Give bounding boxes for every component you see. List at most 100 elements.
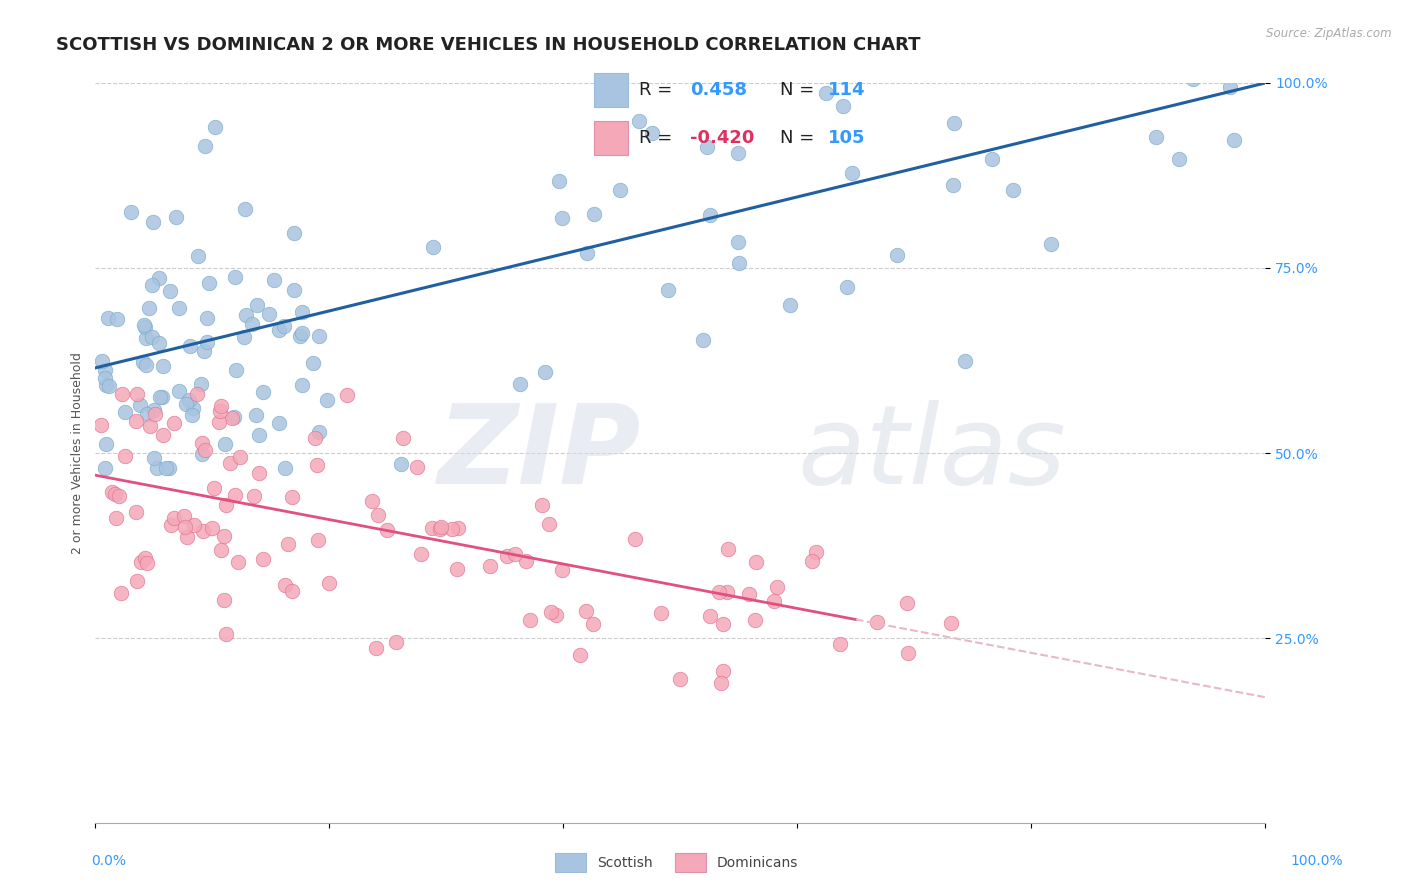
Point [111,386,134,401]
Point [273,318,295,333]
Point [841,166,863,180]
Point [308,425,330,439]
Point [134,551,156,566]
Point [138,301,160,316]
Point [1039,236,1062,251]
Point [430,520,453,534]
Point [503,548,526,562]
Point [247,467,270,481]
Point [837,280,859,294]
Point [336,388,359,402]
Point [114,404,136,418]
Point [274,577,297,591]
Point [174,520,197,534]
Point [828,637,851,651]
Point [274,460,297,475]
Point [283,283,305,297]
Point [193,344,215,359]
Point [367,508,389,522]
Point [942,178,965,193]
Point [215,627,238,641]
Point [1181,71,1204,86]
Point [159,518,181,533]
Point [157,460,180,475]
Point [1001,183,1024,197]
Point [110,586,132,600]
Point [717,542,740,557]
Point [191,524,214,538]
Point [519,613,541,627]
Point [135,556,157,570]
Point [97,379,120,393]
Point [194,138,217,153]
Text: Source: ZipAtlas.com: Source: ZipAtlas.com [1267,27,1392,40]
Point [224,269,246,284]
Point [142,403,165,417]
Point [179,339,201,353]
Point [224,488,246,502]
Text: N =: N = [780,129,814,147]
Point [226,555,249,569]
Point [886,248,908,262]
Point [135,358,157,372]
Point [94,371,117,385]
Point [141,330,163,344]
Point [738,586,761,600]
Point [163,416,186,430]
Point [1167,152,1189,166]
Point [762,594,785,608]
Point [197,276,219,290]
Point [195,311,218,326]
Point [727,235,749,250]
Point [640,127,662,141]
Point [91,354,114,368]
Point [165,210,187,224]
Text: SCOTTISH VS DOMINICAN 2 OR MORE VEHICLES IN HOUSEHOLD CORRELATION CHART: SCOTTISH VS DOMINICAN 2 OR MORE VEHICLES… [56,36,921,54]
Point [302,356,325,370]
Point [707,584,730,599]
Point [214,437,236,451]
Point [699,609,721,624]
Point [252,551,274,566]
Point [191,447,214,461]
Text: R =: R = [638,81,672,99]
Point [232,330,254,344]
Point [204,120,226,134]
Point [242,490,264,504]
Point [267,416,290,430]
Point [183,518,205,533]
Point [190,376,212,391]
Point [727,146,749,161]
Point [176,530,198,544]
Point [167,384,190,399]
Point [801,554,824,568]
Point [582,617,605,632]
Point [132,318,155,332]
Point [212,593,235,607]
Point [377,523,399,537]
Point [221,411,243,425]
Point [169,301,191,315]
Point [263,273,285,287]
Point [138,419,160,434]
Text: 0.0%: 0.0% [91,854,127,868]
Point [623,532,645,546]
Point [105,511,128,525]
Point [1144,130,1167,145]
Point [281,584,304,599]
Point [155,460,177,475]
Point [692,333,714,347]
Point [163,511,186,525]
Point [252,385,274,400]
Point [94,362,117,376]
Point [281,490,304,504]
Point [120,205,142,219]
Point [228,450,250,464]
Point [233,202,256,216]
Point [245,408,267,422]
Point [181,401,204,416]
Point [446,562,468,576]
Point [214,529,236,543]
Point [897,646,920,660]
Point [152,428,174,442]
